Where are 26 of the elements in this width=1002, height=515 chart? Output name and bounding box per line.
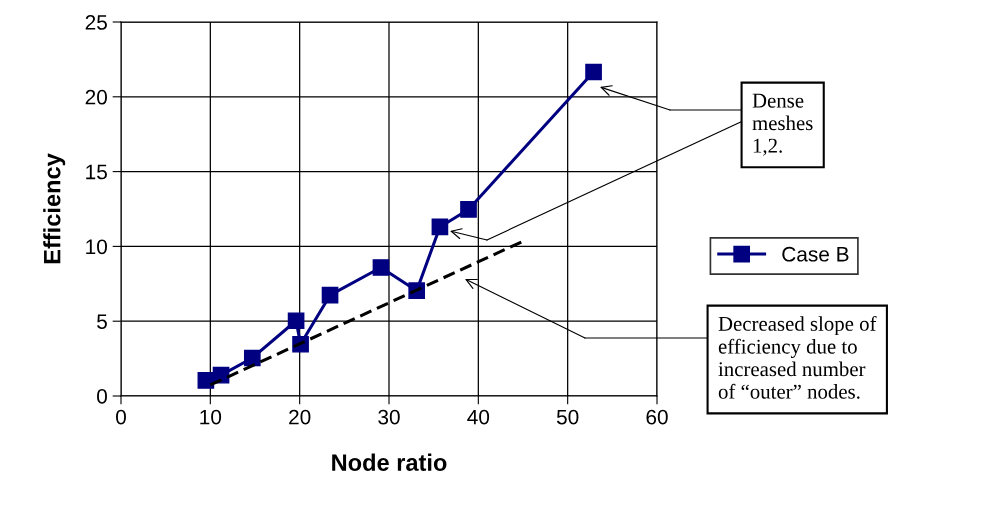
point <box>431 218 449 236</box>
point <box>372 259 390 276</box>
point <box>585 63 602 81</box>
y-tick-label: 5 <box>97 314 107 329</box>
x-tick-label: 40 <box>467 409 490 425</box>
point <box>287 312 305 330</box>
point <box>321 286 339 304</box>
text: Decreased slope of efficiency due to increased number of “outer” nodes. <box>718 316 877 399</box>
y-axis-title: Efficiency <box>43 153 66 264</box>
point <box>243 349 261 367</box>
point <box>460 201 477 218</box>
point <box>197 372 215 389</box>
y-tick-label: 10 <box>86 239 107 255</box>
x-tick-label: 50 <box>556 409 579 425</box>
x-axis-title: Node ratio <box>332 453 447 471</box>
y-tick-label: 25 <box>85 15 107 30</box>
y-tick-label: 15 <box>86 164 107 180</box>
x-tick-label: 30 <box>378 409 400 425</box>
legend-label: Case B <box>782 246 849 262</box>
y-tick-label: 20 <box>85 89 107 105</box>
y-tick-label: 0 <box>97 389 107 404</box>
text: Dense meshes 1,2. <box>752 93 813 156</box>
x-tick-label: 0 <box>116 409 126 425</box>
x-tick-label: 10 <box>200 409 222 425</box>
x-tick-label: 20 <box>289 409 311 425</box>
x-tick-label: 60 <box>646 409 668 425</box>
